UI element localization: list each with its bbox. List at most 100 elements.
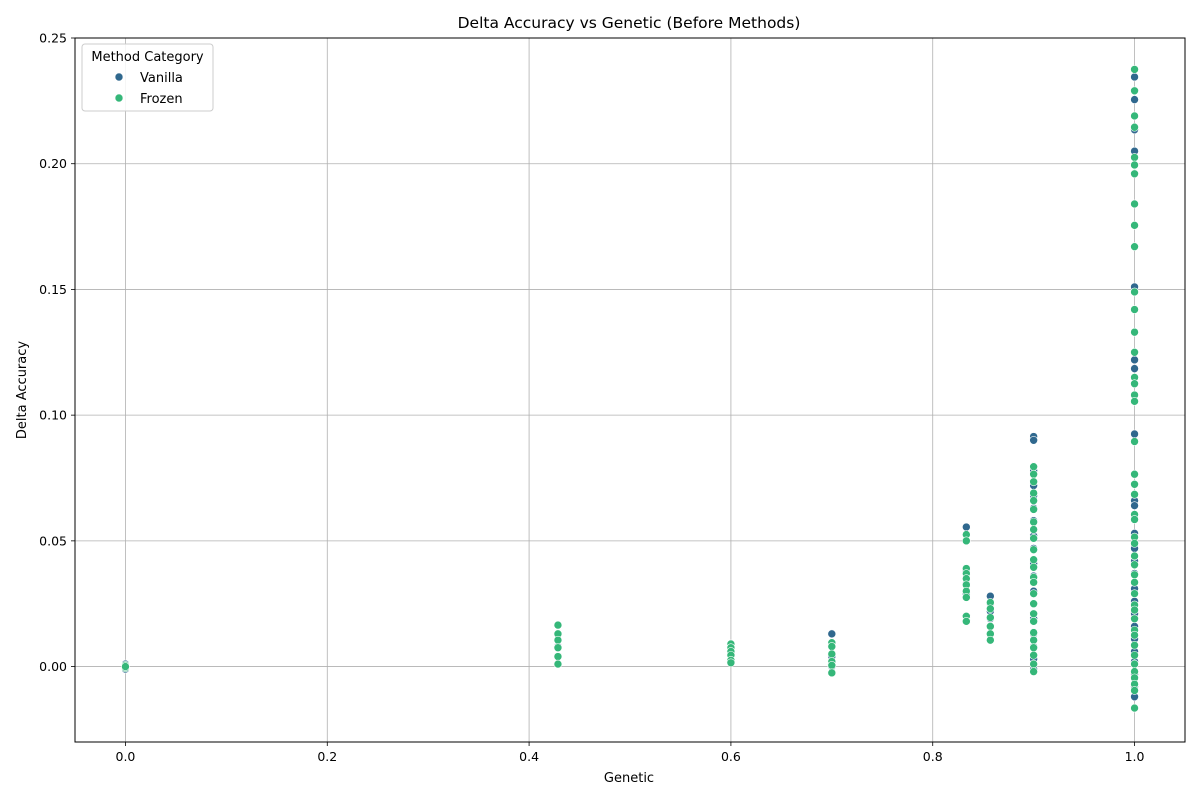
data-point-frozen bbox=[1130, 397, 1139, 406]
data-point-frozen bbox=[1029, 517, 1038, 527]
data-point-frozen bbox=[1029, 599, 1038, 609]
x-tick-label: 0.4 bbox=[519, 749, 539, 764]
data-point-frozen bbox=[1029, 667, 1038, 676]
x-tick-label: 1.0 bbox=[1125, 749, 1145, 764]
data-point-frozen bbox=[1029, 562, 1038, 572]
data-point-frozen bbox=[1130, 347, 1139, 357]
y-axis-label: Delta Accuracy bbox=[15, 341, 30, 439]
data-point-frozen bbox=[1029, 609, 1038, 619]
data-point-frozen bbox=[1130, 614, 1139, 624]
data-point-frozen bbox=[1130, 111, 1139, 121]
data-point-frozen bbox=[1130, 539, 1139, 548]
data-point-frozen bbox=[986, 613, 995, 622]
data-point-frozen bbox=[827, 668, 837, 678]
data-point-frozen bbox=[1130, 589, 1139, 598]
data-point-frozen bbox=[1029, 462, 1038, 471]
data-point-frozen bbox=[1029, 659, 1038, 669]
data-point-frozen bbox=[962, 617, 971, 626]
data-point-vanilla bbox=[1130, 355, 1139, 365]
legend-title: Method Category bbox=[91, 50, 204, 65]
data-point-frozen bbox=[1130, 650, 1139, 660]
data-point-frozen bbox=[1130, 640, 1139, 650]
data-point-frozen bbox=[1029, 505, 1038, 514]
data-point-frozen bbox=[1029, 628, 1038, 637]
data-point-frozen bbox=[1029, 589, 1038, 598]
data-point-frozen bbox=[1029, 534, 1038, 543]
y-tick-label: 0.20 bbox=[39, 156, 67, 171]
data-point-frozen bbox=[1130, 659, 1139, 669]
data-point-frozen bbox=[1130, 221, 1139, 230]
data-point-frozen bbox=[962, 536, 971, 546]
data-point-frozen bbox=[962, 593, 971, 602]
data-point-frozen bbox=[1029, 488, 1038, 498]
data-point-frozen bbox=[1130, 570, 1139, 580]
data-point-frozen bbox=[1130, 153, 1139, 162]
plot-frame bbox=[74, 37, 1186, 743]
x-tick-label: 0.6 bbox=[721, 749, 741, 764]
data-point-frozen bbox=[553, 620, 563, 630]
legend-label-frozen: Frozen bbox=[140, 92, 183, 107]
data-point-frozen bbox=[1130, 169, 1139, 179]
data-point-frozen bbox=[1130, 686, 1139, 695]
data-point-frozen bbox=[827, 661, 837, 670]
data-point-frozen bbox=[1130, 65, 1139, 74]
data-point-vanilla bbox=[1130, 429, 1139, 439]
data-point-vanilla bbox=[1130, 501, 1139, 510]
y-tick-label: 0.05 bbox=[39, 533, 67, 548]
data-points bbox=[121, 65, 1139, 713]
data-point-frozen bbox=[1029, 617, 1038, 626]
data-point-frozen bbox=[1130, 287, 1139, 297]
data-point-frozen bbox=[1029, 643, 1038, 653]
data-point-frozen bbox=[1130, 490, 1139, 499]
grid bbox=[75, 37, 1185, 742]
y-axis-ticks: 0.00 0.05 0.10 0.15 0.20 0.25 bbox=[39, 31, 75, 674]
y-tick-label: 0.00 bbox=[39, 659, 67, 674]
data-point-frozen bbox=[1130, 160, 1139, 170]
data-point-frozen bbox=[1029, 525, 1038, 534]
data-point-frozen bbox=[1029, 496, 1038, 505]
chart-title: Delta Accuracy vs Genetic (Before Method… bbox=[458, 14, 801, 32]
legend-label-vanilla: Vanilla bbox=[140, 71, 183, 86]
y-tick-label: 0.15 bbox=[39, 282, 67, 297]
data-point-vanilla bbox=[1029, 435, 1038, 445]
data-point-frozen bbox=[986, 622, 995, 631]
data-point-frozen bbox=[553, 652, 563, 661]
data-point-vanilla bbox=[1130, 95, 1139, 104]
data-point-frozen bbox=[1130, 605, 1139, 615]
data-point-frozen bbox=[1029, 477, 1038, 487]
data-point-frozen bbox=[986, 604, 995, 614]
data-point-vanilla bbox=[1130, 364, 1139, 373]
data-point-frozen bbox=[1029, 555, 1038, 565]
data-point-frozen bbox=[986, 635, 995, 645]
y-tick-label: 0.10 bbox=[39, 408, 67, 423]
data-point-frozen bbox=[1130, 578, 1139, 587]
data-point-frozen bbox=[1130, 551, 1139, 561]
data-point-frozen bbox=[726, 658, 736, 668]
data-point-frozen bbox=[1130, 327, 1139, 337]
data-point-frozen bbox=[1029, 635, 1038, 645]
data-point-frozen bbox=[1130, 122, 1139, 132]
x-tick-label: 0.8 bbox=[923, 749, 943, 764]
data-point-frozen bbox=[1029, 469, 1038, 479]
data-point-frozen bbox=[553, 659, 563, 669]
data-point-frozen bbox=[1029, 578, 1038, 587]
data-point-frozen bbox=[1130, 479, 1139, 489]
data-point-frozen bbox=[1130, 469, 1139, 479]
x-tick-label: 0.2 bbox=[317, 749, 337, 764]
data-point-frozen bbox=[1130, 242, 1139, 251]
data-point-frozen bbox=[1130, 437, 1139, 446]
data-point-frozen bbox=[1130, 379, 1139, 389]
legend-box bbox=[81, 43, 214, 112]
data-point-vanilla bbox=[962, 522, 971, 532]
data-point-frozen bbox=[1130, 515, 1139, 524]
x-axis-label: Genetic bbox=[604, 771, 654, 786]
data-point-frozen bbox=[553, 643, 563, 653]
data-point-frozen bbox=[1029, 650, 1038, 660]
data-point-frozen bbox=[1130, 703, 1139, 713]
data-point-frozen bbox=[1130, 630, 1139, 640]
data-point-frozen bbox=[121, 662, 130, 671]
data-point-frozen bbox=[1130, 86, 1139, 96]
legend-marker-vanilla bbox=[114, 72, 124, 82]
data-point-frozen bbox=[1130, 305, 1139, 314]
